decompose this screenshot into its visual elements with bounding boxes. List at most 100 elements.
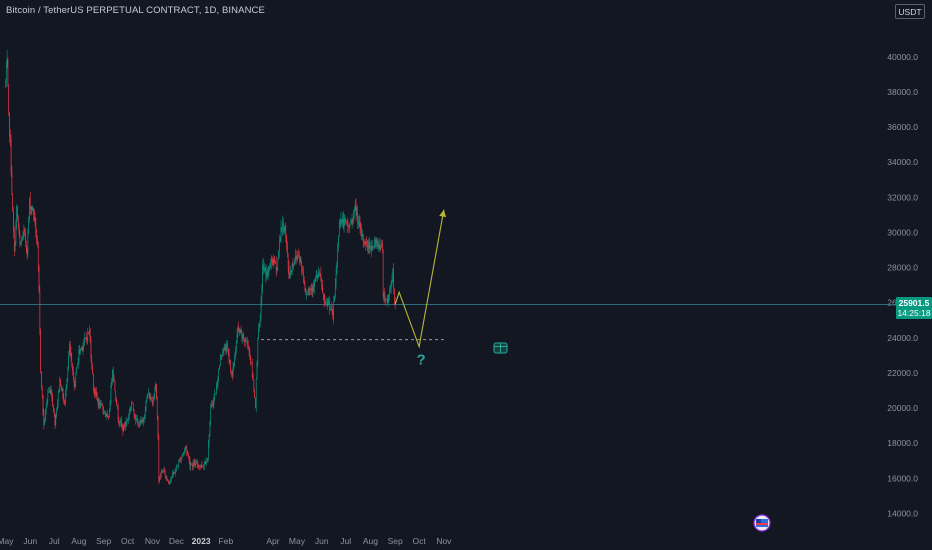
candle-body (352, 220, 354, 222)
candle-body (9, 136, 11, 140)
candle-body (64, 400, 65, 404)
candle-body (374, 240, 376, 243)
candle-body (53, 412, 55, 415)
candle-body (243, 339, 245, 342)
candle-body (183, 452, 184, 455)
candle-body (114, 380, 116, 391)
candle-body (378, 242, 380, 246)
candle-body (164, 470, 166, 477)
candle-body (148, 393, 150, 399)
currency-button[interactable]: USDT (895, 4, 925, 19)
candle-body (180, 458, 182, 462)
candle-body (32, 208, 33, 211)
gift-icon[interactable] (493, 342, 508, 354)
candle-body (265, 267, 267, 276)
candle-body (288, 266, 290, 279)
candle-body (29, 199, 30, 219)
candle-body (262, 264, 263, 289)
candle-body (195, 462, 196, 466)
candle-body (359, 222, 361, 228)
projected-path-line[interactable] (394, 209, 445, 349)
candle-body (334, 284, 336, 297)
candle-body (220, 355, 222, 358)
candle-body (266, 271, 267, 276)
candle-body (110, 385, 112, 403)
candle-body (269, 267, 271, 269)
candle-body (314, 279, 316, 281)
candle-body (353, 211, 354, 221)
candle-body (318, 272, 319, 278)
candle-body (133, 409, 135, 415)
candle-body (367, 246, 369, 248)
candle-body (100, 403, 101, 408)
candle-body (285, 225, 287, 237)
candle-body (17, 218, 19, 228)
candle-body (284, 225, 286, 231)
candle-body (106, 414, 108, 417)
candle-body (323, 295, 325, 301)
price-tick-label: 22000.0 (887, 368, 918, 378)
candle-body (326, 302, 327, 304)
candle-body (344, 219, 346, 220)
candle-body (89, 329, 91, 342)
candle-body (18, 227, 20, 235)
candle-body (92, 367, 93, 374)
candle-body (187, 451, 188, 454)
candle-body (224, 347, 226, 350)
candle-body (274, 257, 275, 264)
candle-body (70, 352, 72, 359)
candle-body (152, 400, 153, 405)
candle-body (315, 276, 317, 281)
candle-body (73, 377, 75, 387)
candle-body (97, 396, 98, 400)
candle-body (350, 223, 351, 226)
candle-body (226, 343, 228, 351)
candle-body (219, 357, 221, 366)
time-tick-label: Sep (96, 536, 111, 546)
candle-body (77, 366, 78, 368)
candle-body (101, 403, 102, 405)
candle-body (47, 392, 49, 400)
candle-body (337, 246, 338, 265)
candle-body (253, 380, 255, 392)
candle-body (141, 419, 143, 422)
candle-body (145, 401, 147, 412)
price-tick-label: 16000.0 (887, 473, 918, 483)
candle-body (301, 263, 303, 269)
candle-body (382, 249, 384, 297)
candle-body (19, 234, 21, 245)
candle-body (303, 276, 305, 285)
candle-body (88, 332, 89, 334)
candle-body (389, 289, 390, 298)
candle-body (96, 391, 97, 397)
candle-body (120, 420, 122, 425)
candle-body (304, 284, 306, 291)
time-tick-label: Nov (145, 536, 161, 546)
candle-body (7, 59, 9, 86)
candle-body (339, 221, 341, 225)
candle-body (13, 211, 14, 233)
economic-events-flag-icon[interactable] (753, 514, 771, 532)
candle-body (259, 324, 260, 328)
candle-body (105, 414, 107, 417)
candle-body (120, 420, 121, 423)
candle-body (176, 466, 178, 467)
price-tick-label: 28000.0 (887, 263, 918, 273)
candle-body (45, 410, 46, 421)
candle-body (228, 352, 230, 362)
candle-body (23, 229, 25, 233)
candle-body (241, 332, 243, 338)
candle-body (318, 272, 320, 274)
candle-body (53, 405, 54, 413)
candle-body (333, 302, 335, 319)
candle-body (289, 275, 291, 279)
candle-body (249, 350, 251, 356)
candle-body (345, 219, 346, 223)
candle-body (6, 59, 8, 68)
candle-body (223, 348, 224, 354)
candle-body (25, 242, 27, 249)
candle-body (203, 466, 204, 468)
candle-body (271, 257, 273, 260)
candle-body (320, 273, 322, 281)
